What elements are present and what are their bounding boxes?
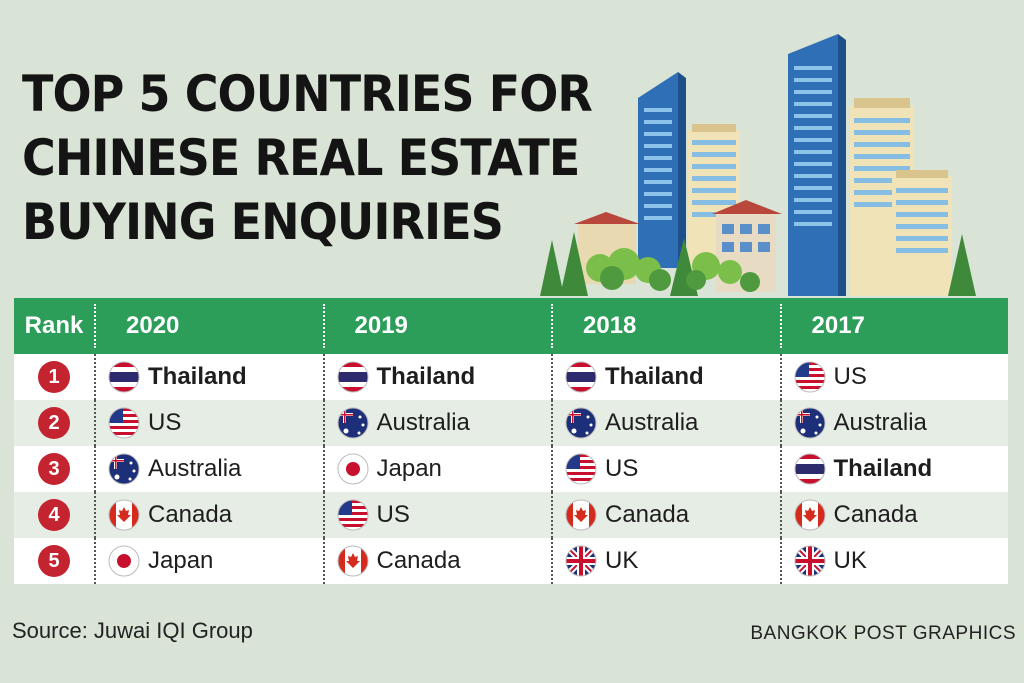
rank-cell: 5 — [14, 545, 94, 577]
us-flag-icon — [337, 499, 368, 531]
country-name: UK — [605, 547, 639, 574]
country-cell: US — [553, 453, 780, 485]
rank-badge: 5 — [38, 545, 70, 577]
year-header-2019: 2019 — [354, 312, 408, 339]
rank-cell: 2 — [14, 407, 94, 439]
country-cell: Canada — [782, 499, 1009, 531]
country-cell: Australia — [96, 453, 323, 485]
uk-flag-icon — [794, 545, 825, 577]
country-name: Japan — [148, 547, 214, 574]
table-row: 1 Thailand Thailand Thailand US — [14, 354, 1008, 400]
thailand-flag-icon — [794, 453, 825, 485]
australia-flag-icon — [565, 407, 597, 439]
thailand-flag-icon — [108, 361, 140, 393]
australia-flag-icon — [337, 407, 368, 439]
uk-flag-icon — [565, 545, 597, 577]
country-cell: Canada — [325, 545, 552, 577]
country-name: Thailand — [376, 363, 476, 390]
country-name: US — [833, 363, 867, 390]
table-row: 2 US Australia Australia Australia — [14, 400, 1008, 446]
rank-cell: 3 — [14, 453, 94, 485]
country-name: US — [148, 409, 182, 436]
country-name: UK — [833, 547, 867, 574]
us-flag-icon — [794, 361, 825, 393]
year-header-2020: 2020 — [126, 312, 180, 339]
rankings-table: Rank 2020 2019 2018 2017 1 Thailand Thaila… — [14, 298, 1008, 584]
japan-flag-icon — [337, 453, 368, 485]
country-cell: Thailand — [325, 361, 552, 393]
country-cell: US — [325, 499, 552, 531]
table-row: 4 Canada US Canada Canada — [14, 492, 1008, 538]
country-cell: Australia — [782, 407, 1009, 439]
year-header-2017: 2017 — [811, 312, 865, 339]
us-flag-icon — [108, 407, 140, 439]
country-name: Canada — [376, 547, 461, 574]
country-cell: Japan — [96, 545, 323, 577]
country-name: Australia — [148, 455, 242, 482]
year-header-2018: 2018 — [583, 312, 637, 339]
canada-flag-icon — [794, 499, 825, 531]
table-row: 3 Australia Japan US Thailand — [14, 446, 1008, 492]
rank-badge: 4 — [38, 499, 70, 531]
country-cell: Thailand — [782, 453, 1009, 485]
source-note: Source: Juwai IQI Group — [12, 618, 253, 643]
country-name: Thailand — [605, 363, 704, 390]
country-cell: UK — [553, 545, 780, 577]
canada-flag-icon — [337, 545, 368, 577]
australia-flag-icon — [794, 407, 825, 439]
australia-flag-icon — [108, 453, 140, 485]
canada-flag-icon — [108, 499, 140, 531]
page-title: TOP 5 COUNTRIES FOR CHINESE REAL ESTATE … — [22, 62, 593, 254]
country-cell: Australia — [553, 407, 780, 439]
thailand-flag-icon — [337, 361, 368, 393]
table-header: Rank 2020 2019 2018 2017 — [14, 298, 1008, 354]
country-cell: Canada — [553, 499, 780, 531]
country-name: Thailand — [833, 455, 933, 482]
country-name: US — [376, 501, 410, 528]
title-line-1: TOP 5 COUNTRIES FOR — [22, 65, 593, 123]
rank-badge: 3 — [38, 453, 70, 485]
graphics-credit: BANGKOK POST GRAPHICS — [750, 623, 1016, 644]
country-cell: Thailand — [96, 361, 323, 393]
canada-flag-icon — [565, 499, 597, 531]
rank-cell: 4 — [14, 499, 94, 531]
table-body: 1 Thailand Thailand Thailand US 2 US Australia A… — [14, 354, 1008, 584]
country-name: Canada — [148, 501, 233, 528]
country-name: Australia — [605, 409, 699, 436]
country-name: US — [605, 455, 639, 482]
title-line-2: CHINESE REAL ESTATE — [22, 129, 580, 187]
rank-header: Rank — [24, 312, 84, 339]
rank-badge: 2 — [38, 407, 70, 439]
city-buildings-illustration — [540, 34, 976, 296]
rank-badge: 1 — [38, 361, 70, 393]
country-cell: US — [96, 407, 323, 439]
us-flag-icon — [565, 453, 597, 485]
country-cell: UK — [782, 545, 1009, 577]
country-cell: Thailand — [553, 361, 780, 393]
country-name: Canada — [605, 501, 690, 528]
country-name: Australia — [376, 409, 470, 436]
country-name: Canada — [833, 501, 918, 528]
japan-flag-icon — [108, 545, 140, 577]
country-cell: US — [782, 361, 1009, 393]
country-name: Australia — [833, 409, 927, 436]
table-row: 5 Japan Canada UK UK — [14, 538, 1008, 584]
title-line-3: BUYING ENQUIRIES — [22, 193, 504, 251]
country-name: Thailand — [148, 363, 247, 390]
country-cell: Japan — [325, 453, 552, 485]
thailand-flag-icon — [565, 361, 597, 393]
country-name: Japan — [376, 455, 442, 482]
country-cell: Canada — [96, 499, 323, 531]
country-cell: Australia — [325, 407, 552, 439]
rank-cell: 1 — [14, 361, 94, 393]
